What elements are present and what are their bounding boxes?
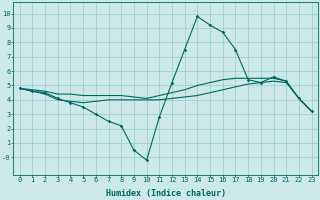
X-axis label: Humidex (Indice chaleur): Humidex (Indice chaleur) (106, 189, 226, 198)
